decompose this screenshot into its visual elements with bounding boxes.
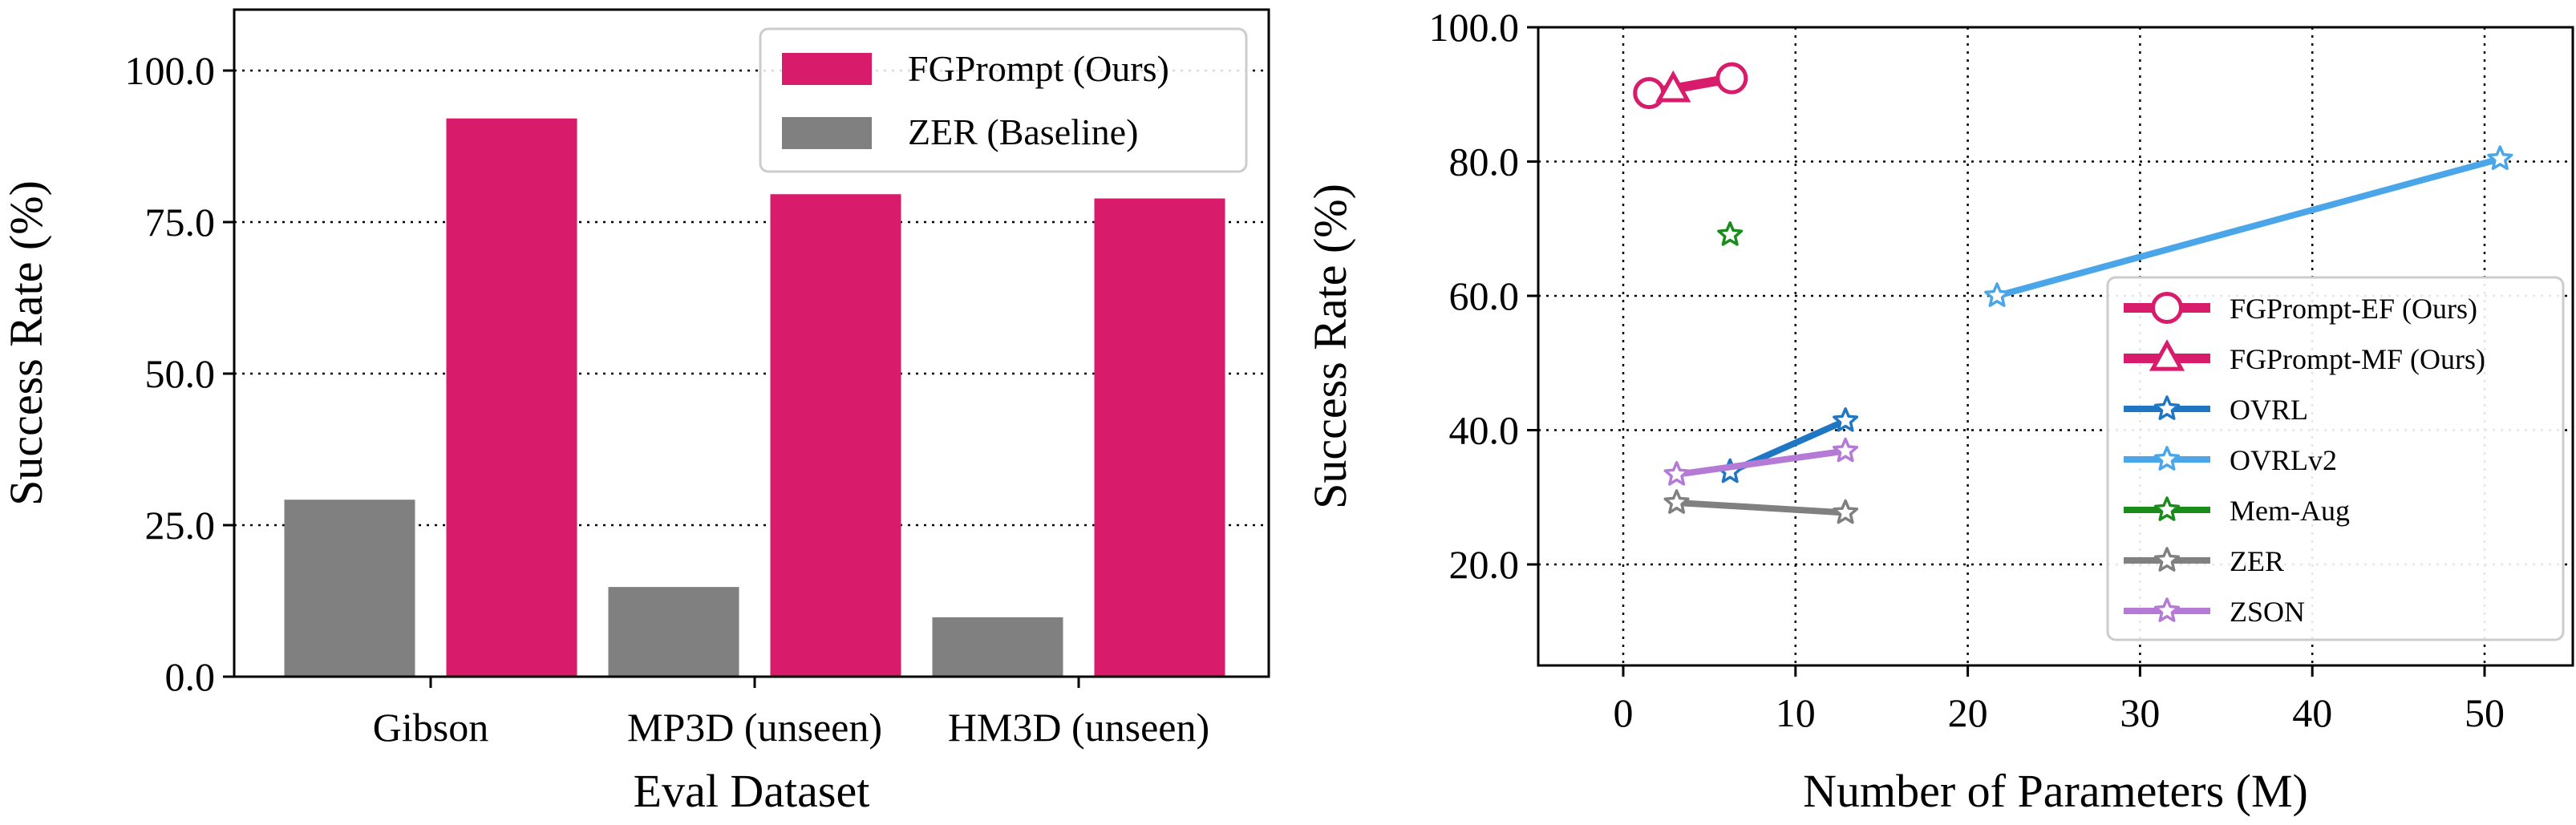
bar-chart-x-tick-label: MP3D (unseen) bbox=[627, 705, 882, 750]
bar bbox=[284, 499, 415, 677]
line-chart-x-axis-label: Number of Parameters (M) bbox=[1803, 765, 2308, 817]
bar-chart-y-tick-label: 100.0 bbox=[125, 48, 216, 93]
bar-chart-x-tick-label: HM3D (unseen) bbox=[948, 705, 1209, 750]
series-fgprompt-mf-ours bbox=[1655, 71, 1691, 103]
legend-label: OVRLv2 bbox=[2230, 444, 2337, 476]
bar-chart-legend-swatch-fgprompt bbox=[782, 53, 872, 85]
bar-chart-y-ticks: 0.0 25.0 50.0 75.0 100.0 bbox=[125, 48, 234, 699]
series-marker-star bbox=[2153, 446, 2181, 471]
series-line bbox=[1676, 447, 1846, 478]
bar-chart-legend-label-zer: ZER (Baseline) bbox=[908, 111, 1138, 152]
bar-chart-y-axis-label: Success Rate (%) bbox=[0, 180, 52, 506]
series-fgprompt-ef-ours bbox=[1633, 62, 1748, 110]
legend-label: OVRL bbox=[2230, 394, 2308, 426]
legend-label: Mem-Aug bbox=[2230, 495, 2350, 527]
line-chart-series bbox=[1633, 62, 2513, 524]
bar-chart: 0.0 25.0 50.0 75.0 100.0 Gibson MP3D (unseen)… bbox=[0, 8, 1270, 817]
series-marker-star bbox=[2153, 597, 2181, 622]
series-marker-star bbox=[2153, 395, 2181, 420]
bar bbox=[446, 118, 577, 677]
bar-chart-y-tick-label: 50.0 bbox=[145, 351, 216, 396]
line-chart-y-tick-label: 80.0 bbox=[1449, 140, 1520, 184]
line-chart-y-ticks: 20.0 40.0 60.0 80.0 100.0 bbox=[1429, 5, 1538, 587]
series-zer bbox=[1663, 489, 1859, 524]
series-marker-star bbox=[1663, 461, 1690, 486]
series-ovrl bbox=[1717, 407, 1859, 483]
line-chart-y-tick-label: 100.0 bbox=[1429, 5, 1520, 50]
series-marker-triangle bbox=[1655, 71, 1691, 103]
line-chart-y-tick-label: 20.0 bbox=[1449, 542, 1520, 587]
series-zson bbox=[1663, 437, 1859, 486]
series-marker-star bbox=[1833, 437, 1859, 463]
line-chart-legend: FGPrompt-EF (Ours) FGPrompt-MF (Ours) OVRL… bbox=[2106, 276, 2565, 641]
line-chart-x-tick-label: 30 bbox=[2120, 690, 2160, 735]
series-marker-triangle bbox=[2149, 339, 2185, 371]
legend-label: ZER bbox=[2230, 545, 2284, 577]
line-chart-frame bbox=[1537, 26, 2574, 667]
line-chart-x-tick-label: 0 bbox=[1614, 690, 1634, 735]
bar-chart-x-axis-label: Eval Dataset bbox=[634, 765, 870, 817]
series-marker-star bbox=[1833, 407, 1859, 432]
bar-chart-frame bbox=[233, 8, 1270, 678]
line-chart-x-tick-label: 40 bbox=[2292, 690, 2332, 735]
bar-chart-legend: FGPrompt (Ours) ZER (Baseline) bbox=[759, 27, 1248, 173]
series-marker-star bbox=[1984, 282, 2011, 307]
bar-chart-x-tick-label: Gibson bbox=[373, 705, 488, 750]
bar-chart-legend-box bbox=[759, 27, 1248, 173]
bar-chart-legend-label-fgprompt: FGPrompt (Ours) bbox=[908, 48, 1169, 89]
series-marker-star bbox=[2153, 547, 2181, 572]
legend-label: FGPrompt-EF (Ours) bbox=[2230, 293, 2477, 325]
line-chart-y-axis-label: Success Rate (%) bbox=[1304, 184, 1356, 509]
legend-label: ZSON bbox=[2230, 596, 2305, 628]
legend-label: FGPrompt-MF (Ours) bbox=[2230, 343, 2485, 375]
bar-chart-y-tick-label: 75.0 bbox=[145, 200, 216, 245]
series-marker-circle bbox=[2151, 292, 2183, 324]
bar bbox=[608, 587, 739, 677]
line-chart-gridlines bbox=[1538, 26, 2573, 665]
line-chart: 20.0 40.0 60.0 80.0 100.0 0 10 20 30 40 50 Number… bbox=[1304, 5, 2574, 817]
bar bbox=[770, 194, 901, 677]
bar bbox=[932, 617, 1063, 677]
line-chart-x-tick-label: 10 bbox=[1776, 690, 1816, 735]
series-line bbox=[1996, 156, 2501, 299]
series-marker-star bbox=[1717, 221, 1744, 246]
series-marker-star bbox=[1833, 499, 1859, 524]
series-marker-star bbox=[2487, 145, 2513, 171]
line-chart-x-tick-label: 20 bbox=[1948, 690, 1988, 735]
line-chart-x-ticks: 0 10 20 30 40 50 bbox=[1614, 665, 2505, 735]
series-marker-circle bbox=[1633, 77, 1666, 110]
series-marker-star bbox=[2153, 496, 2181, 521]
bar-chart-y-tick-label: 25.0 bbox=[145, 503, 216, 548]
series-line bbox=[1676, 499, 1846, 516]
line-chart-y-tick-label: 40.0 bbox=[1449, 408, 1520, 453]
bar-chart-legend-swatch-zer bbox=[782, 117, 872, 149]
series-marker-circle bbox=[1715, 62, 1748, 95]
bar-chart-y-tick-label: 0.0 bbox=[165, 654, 216, 699]
bar bbox=[1094, 198, 1225, 677]
series-ovrlv2 bbox=[1984, 145, 2513, 307]
line-chart-legend-box bbox=[2106, 276, 2565, 641]
line-chart-y-tick-label: 60.0 bbox=[1449, 273, 1520, 318]
line-chart-x-tick-label: 50 bbox=[2465, 690, 2505, 735]
series-marker-star bbox=[1663, 489, 1690, 514]
series-mem-aug bbox=[1717, 221, 1744, 246]
bar-chart-x-ticks: Gibson MP3D (unseen) HM3D (unseen) bbox=[373, 677, 1209, 750]
bar-chart-bars bbox=[284, 118, 1225, 677]
